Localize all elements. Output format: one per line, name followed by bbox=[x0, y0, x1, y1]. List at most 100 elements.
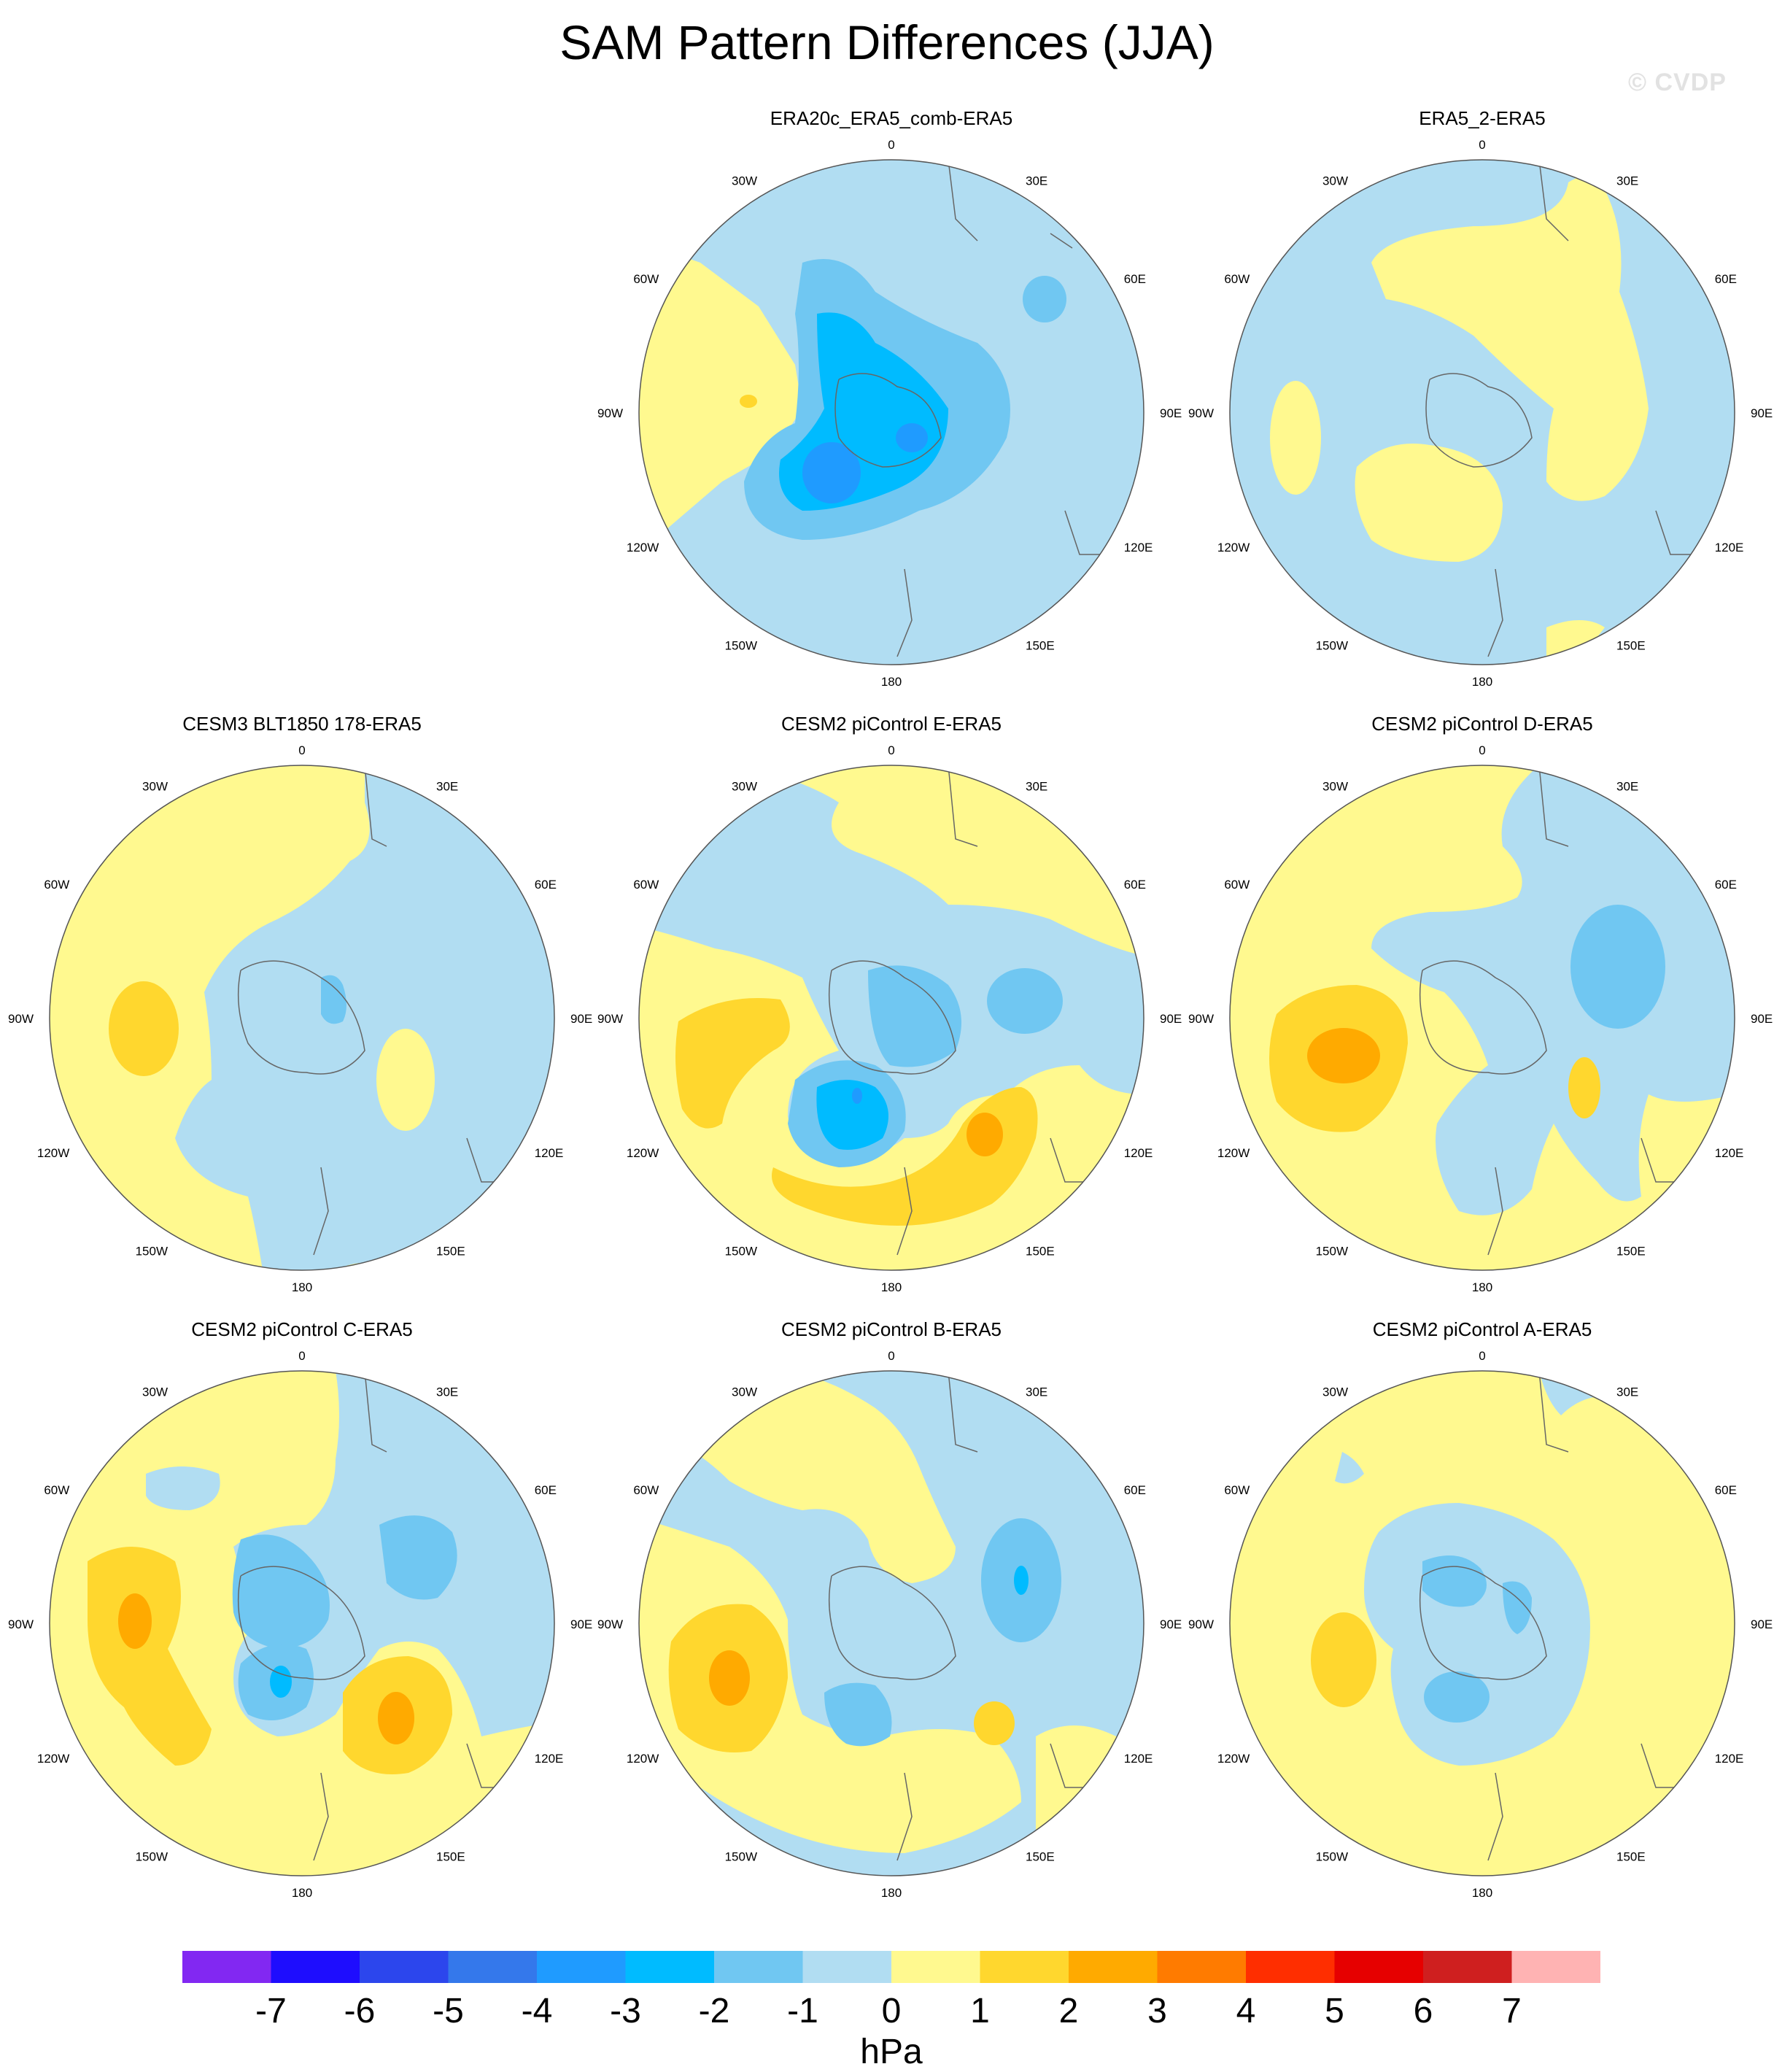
longitude-label: 0 bbox=[888, 743, 894, 757]
longitude-label: 60E bbox=[535, 878, 557, 892]
longitude-label: 0 bbox=[298, 743, 305, 757]
colorbar-swatch bbox=[1157, 1951, 1246, 1983]
negative-anomaly-region bbox=[1364, 1503, 1590, 1766]
longitude-label: 150W bbox=[1316, 639, 1348, 653]
positive-anomaly-region bbox=[709, 1650, 750, 1706]
longitude-label: 30W bbox=[732, 1385, 757, 1399]
longitude-label: 120E bbox=[1124, 1752, 1153, 1766]
longitude-label: 60W bbox=[1224, 878, 1250, 892]
longitude-label: 150W bbox=[1316, 1850, 1348, 1864]
longitude-label: 90E bbox=[570, 1617, 592, 1631]
longitude-label: 120W bbox=[1217, 1146, 1250, 1160]
longitude-label: 180 bbox=[881, 1280, 902, 1294]
longitude-label: 180 bbox=[292, 1886, 312, 1900]
longitude-label: 120E bbox=[1124, 541, 1153, 554]
colorbar-tick-label: 2 bbox=[1059, 1992, 1079, 2030]
colorbar-tick-label: 3 bbox=[1147, 1992, 1167, 2030]
longitude-label: 0 bbox=[298, 1349, 305, 1363]
longitude-label: 30W bbox=[1322, 174, 1348, 188]
negative-anomaly-region bbox=[270, 1666, 292, 1698]
longitude-label: 150E bbox=[1026, 1245, 1055, 1259]
negative-anomaly-region bbox=[816, 1080, 888, 1150]
longitude-label: 120W bbox=[627, 1146, 659, 1160]
longitude-label: 120W bbox=[1217, 1752, 1250, 1766]
negative-anomaly-region bbox=[1503, 1581, 1532, 1634]
longitude-label: 180 bbox=[881, 675, 902, 689]
colorbar-tick-label: 7 bbox=[1502, 1992, 1522, 2030]
negative-anomaly-region bbox=[1371, 765, 1735, 1215]
longitude-label: 30W bbox=[1322, 1385, 1348, 1399]
coastline bbox=[834, 160, 1109, 657]
longitude-label: 30W bbox=[1322, 779, 1348, 793]
longitude-label: 150E bbox=[436, 1850, 465, 1864]
negative-anomaly-region bbox=[232, 1534, 330, 1649]
longitude-label: 120E bbox=[535, 1752, 564, 1766]
longitude-label: 150W bbox=[725, 1850, 757, 1864]
longitude-label: 90E bbox=[1751, 1012, 1773, 1026]
longitude-label: 60W bbox=[44, 1483, 69, 1497]
longitude-label: 90E bbox=[570, 1012, 592, 1026]
colorbar-swatch bbox=[980, 1951, 1069, 1983]
longitude-label: 30E bbox=[1616, 779, 1638, 793]
longitude-label: 90E bbox=[1751, 1617, 1773, 1631]
positive-anomaly-region bbox=[1311, 1612, 1376, 1707]
longitude-label: 150E bbox=[1026, 1850, 1055, 1864]
map-panel-5 bbox=[1229, 765, 1735, 1271]
negative-anomaly-region bbox=[802, 442, 861, 503]
longitude-label: 180 bbox=[1472, 1280, 1492, 1294]
positive-anomaly-region bbox=[1307, 1028, 1380, 1083]
longitude-labels: 0 30E 60E 90E 120E 150E 180 150W 120W 90W 60W 30W 0 3… bbox=[8, 138, 1773, 1900]
longitude-label: 0 bbox=[1479, 1349, 1485, 1363]
longitude-label: 120E bbox=[1715, 1752, 1744, 1766]
negative-anomaly-region bbox=[175, 765, 554, 1270]
colorbar-swatch bbox=[1069, 1951, 1158, 1983]
longitude-label: 90E bbox=[1751, 406, 1773, 420]
coastline bbox=[237, 765, 511, 1256]
longitude-label: 150E bbox=[1026, 639, 1055, 653]
negative-anomaly-region bbox=[321, 975, 346, 1024]
longitude-label: 90W bbox=[1188, 406, 1214, 420]
negative-anomaly-region bbox=[1570, 905, 1665, 1029]
map-panel-2 bbox=[1229, 159, 1735, 665]
longitude-label: 180 bbox=[881, 1886, 902, 1900]
longitude-label: 150E bbox=[1616, 639, 1646, 653]
map-panel-6 bbox=[49, 1370, 555, 1876]
coastline bbox=[1419, 1371, 1685, 1861]
positive-anomaly-region bbox=[1355, 444, 1503, 562]
longitude-label: 30E bbox=[1616, 174, 1638, 188]
colorbar-tick-label: 1 bbox=[970, 1992, 990, 2030]
colorbar-unit-label: hPa bbox=[860, 2033, 923, 2071]
longitude-label: 60W bbox=[633, 878, 659, 892]
coastline bbox=[828, 765, 1094, 1256]
negative-anomaly-region bbox=[1014, 1566, 1029, 1595]
watermark: © CVDP bbox=[1628, 69, 1727, 96]
colorbar-tick-label: 0 bbox=[882, 1992, 902, 2030]
longitude-label: 60W bbox=[44, 878, 69, 892]
longitude-label: 90W bbox=[1188, 1012, 1214, 1026]
longitude-label: 120W bbox=[37, 1146, 69, 1160]
longitude-label: 30W bbox=[732, 779, 757, 793]
colorbar-swatch bbox=[1511, 1951, 1600, 1983]
positive-anomaly-region bbox=[675, 998, 790, 1129]
longitude-label: 90W bbox=[1188, 1617, 1214, 1631]
longitude-label: 120W bbox=[627, 1752, 659, 1766]
longitude-label: 0 bbox=[888, 1349, 894, 1363]
longitude-label: 30E bbox=[1616, 1385, 1638, 1399]
negative-anomaly-region bbox=[852, 1088, 862, 1104]
longitude-label: 30E bbox=[1026, 779, 1047, 793]
page-title: SAM Pattern Differences (JJA) bbox=[559, 15, 1215, 69]
longitude-label: 120W bbox=[37, 1752, 69, 1766]
colorbar-tick-label: -6 bbox=[344, 1992, 376, 2030]
map-panel-3 bbox=[49, 765, 555, 1271]
longitude-label: 180 bbox=[1472, 675, 1492, 689]
longitude-label: 120E bbox=[535, 1146, 564, 1160]
longitude-label: 30E bbox=[436, 1385, 458, 1399]
longitude-label: 60W bbox=[633, 1483, 659, 1497]
longitude-label: 90W bbox=[8, 1617, 34, 1631]
longitude-label: 30W bbox=[732, 174, 757, 188]
longitude-label: 60W bbox=[633, 272, 659, 286]
longitude-label: 60E bbox=[1124, 1483, 1146, 1497]
negative-anomaly-region bbox=[868, 965, 961, 1067]
positive-anomaly-region bbox=[88, 1547, 212, 1766]
longitude-label: 60E bbox=[1715, 272, 1737, 286]
